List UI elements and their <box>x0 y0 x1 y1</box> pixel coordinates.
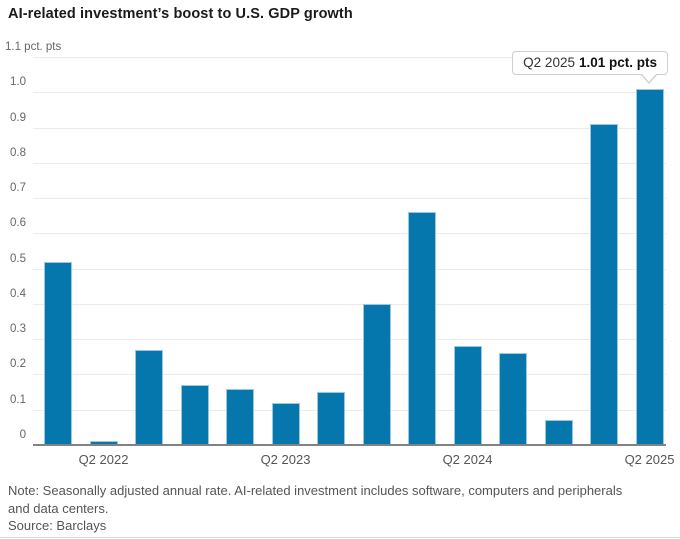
y-axis-tick-label: 0.3 <box>10 323 26 335</box>
x-axis-tick-label: Q2 2024 <box>442 452 493 467</box>
y-axis-tick-label: 0.2 <box>10 358 26 370</box>
tooltip-caret-icon <box>642 74 656 82</box>
bar-q1-2024[interactable] <box>408 212 436 444</box>
bar-q3-2022[interactable] <box>135 349 163 444</box>
bar-q1-2022[interactable] <box>44 261 72 444</box>
y-axis-tick-label: 0 <box>19 429 26 441</box>
x-axis-baseline <box>33 444 666 446</box>
chart-source: Source: Barclays <box>8 518 107 533</box>
y-axis-tick-label: 0.4 <box>10 288 26 300</box>
y-axis-tick-label: 0.5 <box>10 253 26 265</box>
bar-q4-2023[interactable] <box>362 303 391 444</box>
bar-q3-2024[interactable] <box>499 353 527 444</box>
y-axis-tick-label: 1.1 pct. pts <box>5 41 62 53</box>
x-axis-tick-label: Q2 2023 <box>260 452 311 467</box>
gridline <box>33 198 666 199</box>
bar-q2-2025[interactable] <box>635 88 664 444</box>
bar-q1-2025[interactable] <box>590 124 618 444</box>
y-axis-tick-label: 0.6 <box>10 217 26 229</box>
bar-q1-2023[interactable] <box>226 388 254 444</box>
gridline <box>33 163 666 164</box>
bar-q4-2022[interactable] <box>180 385 209 444</box>
bar-q2-2023[interactable] <box>271 402 300 444</box>
tooltip-value: 1.01 pct. pts <box>578 55 657 70</box>
y-axis-tick-label: 0.1 <box>10 394 26 406</box>
y-axis-tick-label: 0.7 <box>10 182 26 194</box>
x-axis-tick-label: Q2 2022 <box>78 452 129 467</box>
chart-title: AI-related investment’s boost to U.S. GD… <box>8 6 353 22</box>
gridline <box>33 92 666 93</box>
x-axis-tick-label: Q2 2025 <box>624 452 675 467</box>
bar-q3-2023[interactable] <box>317 392 345 444</box>
gridline <box>33 410 666 411</box>
bar-q2-2024[interactable] <box>453 346 482 444</box>
gridline <box>33 339 666 340</box>
y-axis-tick-label: 0.9 <box>10 112 26 124</box>
tooltip-quarter: Q2 2025 <box>523 55 575 70</box>
tooltip: Q2 2025 1.01 pct. pts <box>512 51 668 75</box>
bar-q4-2024[interactable] <box>544 420 573 444</box>
gridline <box>33 57 666 58</box>
bottom-divider <box>0 537 680 538</box>
gridline <box>33 128 666 129</box>
bar-q2-2022[interactable] <box>89 441 118 444</box>
gridline <box>33 304 666 305</box>
chart-note: Note: Seasonally adjusted annual rate. A… <box>8 483 623 516</box>
y-axis-tick-label: 1.0 <box>10 76 26 88</box>
gridline <box>33 374 666 375</box>
gridline <box>33 233 666 234</box>
gridline <box>33 269 666 270</box>
y-axis-tick-label: 0.8 <box>10 147 26 159</box>
